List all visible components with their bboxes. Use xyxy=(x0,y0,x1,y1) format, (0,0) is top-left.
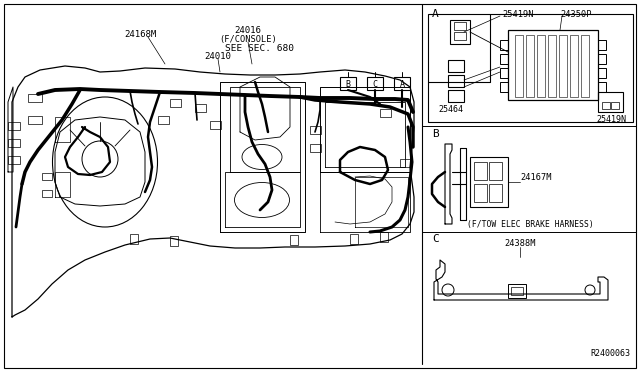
Bar xyxy=(581,35,589,97)
Bar xyxy=(195,104,206,112)
Text: 24168M: 24168M xyxy=(124,29,156,38)
Text: 25419N: 25419N xyxy=(596,115,626,124)
Text: 25419N: 25419N xyxy=(502,10,534,19)
Bar xyxy=(8,122,20,130)
Text: SEE SEC. 680: SEE SEC. 680 xyxy=(225,44,294,52)
Text: 24016: 24016 xyxy=(235,26,261,35)
Bar xyxy=(340,77,356,90)
Text: R2400063: R2400063 xyxy=(590,350,630,359)
Bar xyxy=(454,32,466,40)
Text: (F/TOW ELEC BRAKE HARNESS): (F/TOW ELEC BRAKE HARNESS) xyxy=(467,219,593,228)
Bar xyxy=(500,54,508,64)
Bar xyxy=(448,60,464,72)
Bar xyxy=(310,144,321,152)
Bar xyxy=(489,162,502,180)
Bar xyxy=(537,35,545,97)
Text: A: A xyxy=(399,80,404,89)
Text: 25464: 25464 xyxy=(438,105,463,113)
Bar xyxy=(448,90,464,102)
Bar xyxy=(500,82,508,92)
Text: 24167M: 24167M xyxy=(520,173,552,182)
Bar xyxy=(508,284,526,298)
Bar xyxy=(428,14,633,122)
Bar xyxy=(526,35,534,97)
Bar xyxy=(598,54,606,64)
Text: C: C xyxy=(432,234,439,244)
Bar xyxy=(598,40,606,50)
Bar xyxy=(570,35,578,97)
Bar xyxy=(500,68,508,78)
Text: C: C xyxy=(372,80,378,89)
Bar xyxy=(380,232,388,242)
Bar xyxy=(394,77,410,90)
Bar xyxy=(611,102,619,109)
Bar xyxy=(454,22,466,30)
Bar xyxy=(470,157,508,207)
Bar xyxy=(508,30,598,100)
Bar xyxy=(400,159,411,167)
Bar xyxy=(210,121,221,129)
Text: (F/CONSOLE): (F/CONSOLE) xyxy=(219,35,277,44)
Text: 24388M: 24388M xyxy=(504,240,536,248)
Bar xyxy=(28,116,42,124)
Bar xyxy=(158,116,169,124)
Bar xyxy=(28,94,42,102)
Bar xyxy=(598,92,623,112)
Bar xyxy=(350,234,358,244)
Text: A: A xyxy=(432,9,439,19)
Bar xyxy=(511,287,523,295)
Bar xyxy=(474,162,487,180)
Bar xyxy=(130,234,138,244)
Bar xyxy=(380,109,391,117)
Bar xyxy=(450,20,470,44)
Bar xyxy=(598,68,606,78)
Bar xyxy=(448,75,464,87)
Bar xyxy=(290,235,298,245)
Bar xyxy=(489,184,502,202)
Bar xyxy=(474,184,487,202)
Bar xyxy=(515,35,523,97)
Bar xyxy=(367,77,383,90)
Bar xyxy=(559,35,567,97)
Bar xyxy=(602,102,610,109)
Bar xyxy=(8,156,20,164)
Bar xyxy=(42,173,52,180)
Bar xyxy=(548,35,556,97)
Bar xyxy=(170,99,181,107)
Bar xyxy=(310,126,321,134)
Bar xyxy=(42,190,52,197)
Text: 24350P: 24350P xyxy=(560,10,591,19)
Text: 24010: 24010 xyxy=(205,51,232,61)
Text: B: B xyxy=(346,80,351,89)
Bar xyxy=(170,236,178,246)
Text: B: B xyxy=(432,129,439,139)
Bar xyxy=(8,139,20,147)
Bar xyxy=(500,40,508,50)
Bar xyxy=(598,82,606,92)
